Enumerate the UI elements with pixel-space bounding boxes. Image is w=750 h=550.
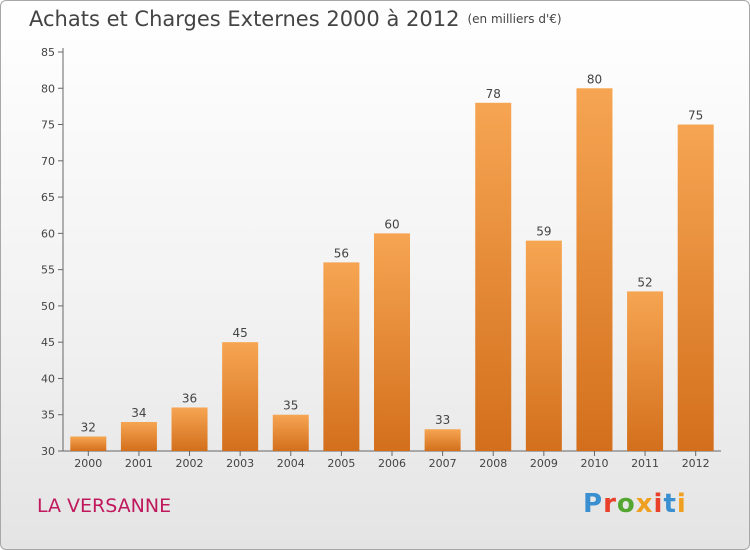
data-label-2003: 45 [233, 326, 248, 340]
logo-letter: r [603, 489, 617, 519]
chart-title: Achats et Charges Externes 2000 à 2012 [29, 7, 460, 31]
bar-2000 [70, 436, 107, 451]
bar-2004 [272, 414, 309, 451]
logo-letter: P [583, 489, 604, 519]
data-labels-group: 32 34 36 45 35 56 60 33 78 59 80 52 75 [81, 72, 704, 434]
data-label-2008: 78 [486, 87, 501, 101]
x-tick-label: 2001 [125, 457, 153, 470]
y-tick-label: 80 [41, 82, 55, 95]
data-label-2002: 36 [182, 391, 197, 405]
y-tick-label: 35 [41, 409, 55, 422]
data-label-2004: 35 [283, 399, 298, 413]
x-tick-label: 2003 [226, 457, 254, 470]
y-tick-label: 75 [41, 119, 55, 132]
proxiti-logo[interactable]: Proxiti [583, 489, 687, 519]
y-tick-label: 65 [41, 191, 55, 204]
y-tick-label: 55 [41, 264, 55, 277]
x-tick-label: 2011 [631, 457, 659, 470]
data-label-2007: 33 [435, 413, 450, 427]
bar-2002 [171, 407, 208, 451]
logo-letter: t [663, 489, 677, 519]
data-label-2006: 60 [384, 217, 399, 231]
bar-2012 [677, 124, 714, 451]
bar-2009 [525, 240, 562, 451]
x-tick-label: 2002 [176, 457, 204, 470]
data-label-2009: 59 [536, 225, 551, 239]
bar-2003 [222, 342, 259, 451]
x-tick-label: 2008 [479, 457, 507, 470]
logo-letter: i [653, 489, 664, 519]
x-tick-label: 2007 [429, 457, 457, 470]
x-axis: 2000 2001 2002 2003 2004 2005 2006 2007 2008 2009… [63, 450, 721, 470]
bar-2005 [323, 262, 360, 451]
data-label-2001: 34 [131, 406, 146, 420]
x-tick-label: 2009 [530, 457, 558, 470]
y-tick-label: 85 [41, 46, 55, 59]
data-label-2010: 80 [587, 72, 602, 86]
x-tick-label: 2010 [580, 457, 608, 470]
y-tick-label: 30 [41, 445, 55, 458]
bar-2008 [475, 102, 512, 452]
data-label-2000: 32 [81, 420, 96, 434]
y-tick-label: 60 [41, 227, 55, 240]
chart-subtitle: (en milliers d'€) [467, 12, 562, 26]
x-tick-label: 2000 [74, 457, 102, 470]
y-tick-label: 45 [41, 336, 55, 349]
bars-group [70, 88, 714, 452]
logo-letter: o [616, 489, 636, 519]
x-tick-label: 2006 [378, 457, 406, 470]
y-tick-label: 70 [41, 155, 55, 168]
bar-2001 [120, 421, 157, 451]
y-tick-label: 40 [41, 372, 55, 385]
x-tick-label: 2005 [327, 457, 355, 470]
bar-2007 [424, 429, 461, 451]
commune-name: LA VERSANNE [37, 495, 172, 517]
y-tick-label: 50 [41, 300, 55, 313]
data-label-2011: 52 [637, 275, 652, 289]
logo-letter: i [676, 489, 687, 519]
data-label-2012: 75 [688, 109, 703, 123]
logo-letter: x [635, 489, 654, 519]
y-axis: 30 35 40 45 50 55 60 65 70 75 80 85 [41, 46, 64, 458]
bar-2006 [374, 233, 410, 451]
x-tick-label: 2004 [277, 457, 305, 470]
bar-2010 [576, 88, 613, 451]
bar-2011 [627, 291, 664, 451]
x-tick-label: 2012 [682, 457, 710, 470]
data-label-2005: 56 [334, 246, 349, 260]
chart-title-block: Achats et Charges Externes 2000 à 2012 (e… [29, 7, 562, 31]
